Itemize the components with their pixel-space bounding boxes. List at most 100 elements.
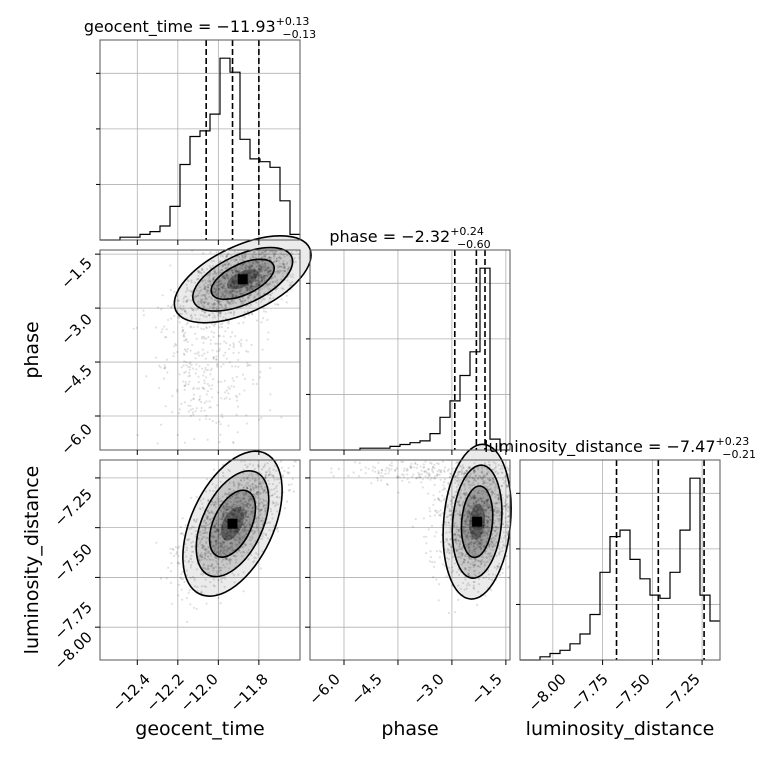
scatter-point bbox=[283, 269, 286, 272]
scatter-point bbox=[214, 291, 217, 294]
scatter-point bbox=[457, 529, 460, 532]
scatter-point bbox=[201, 547, 204, 550]
scatter-point bbox=[211, 322, 214, 325]
scatter-point bbox=[232, 293, 235, 297]
scatter-point bbox=[483, 482, 486, 485]
scatter-point bbox=[220, 380, 223, 383]
scatter-point bbox=[242, 300, 245, 303]
scatter-point bbox=[484, 523, 487, 526]
scatter-point bbox=[251, 288, 254, 291]
scatter-point bbox=[530, 528, 532, 530]
scatter-point bbox=[221, 286, 224, 289]
scatter-point bbox=[266, 274, 269, 277]
scatter-point bbox=[425, 471, 428, 475]
scatter-point bbox=[201, 294, 205, 297]
scatter-point bbox=[458, 540, 461, 543]
scatter-point bbox=[478, 502, 481, 505]
scatter-point bbox=[481, 524, 485, 527]
scatter-point bbox=[194, 521, 197, 524]
scatter-point bbox=[224, 294, 227, 297]
scatter-point bbox=[196, 518, 199, 521]
scatter-point bbox=[195, 317, 198, 320]
scatter-point bbox=[495, 528, 498, 531]
scatter-point bbox=[241, 263, 244, 266]
scatter-point bbox=[216, 546, 219, 550]
scatter-point bbox=[446, 539, 449, 543]
scatter-point bbox=[171, 547, 174, 551]
scatter-point bbox=[211, 273, 215, 276]
scatter-point bbox=[467, 523, 470, 526]
scatter-point bbox=[447, 566, 450, 570]
scatter-point bbox=[255, 273, 258, 276]
scatter-point bbox=[481, 508, 484, 511]
scatter-point bbox=[224, 514, 227, 517]
scatter-point bbox=[230, 537, 233, 541]
scatter-point bbox=[220, 283, 223, 286]
histograms bbox=[100, 57, 720, 661]
scatter-point bbox=[251, 545, 254, 548]
scatter-point bbox=[222, 532, 226, 535]
scatter-point bbox=[423, 470, 426, 473]
scatter-point bbox=[226, 549, 229, 552]
scatter-point bbox=[212, 378, 215, 381]
scatter-point bbox=[222, 514, 225, 518]
scatter-point bbox=[455, 509, 458, 512]
scatter-point bbox=[485, 532, 489, 535]
scatter-point bbox=[192, 326, 195, 329]
tick-label-y1-2: −3.0 bbox=[57, 310, 95, 348]
quantile-lines bbox=[205, 40, 705, 660]
scatter-point bbox=[483, 524, 487, 527]
scatter-point bbox=[206, 290, 209, 293]
scatter-point bbox=[216, 281, 219, 284]
scatter-point bbox=[294, 460, 297, 463]
scatter-point bbox=[380, 471, 383, 474]
scatter-point bbox=[184, 349, 187, 352]
scatter-point bbox=[264, 499, 267, 502]
scatter-point bbox=[242, 297, 245, 300]
scatter-point bbox=[271, 276, 275, 279]
scatter-point bbox=[257, 283, 261, 286]
scatter-point bbox=[472, 503, 475, 506]
scatter-point bbox=[234, 269, 237, 272]
scatter-point bbox=[472, 532, 475, 535]
scatter-point bbox=[269, 250, 273, 253]
scatter-point bbox=[482, 526, 486, 529]
scatter-point bbox=[245, 519, 248, 522]
scatter-point bbox=[498, 517, 501, 520]
scatter-point bbox=[487, 498, 490, 501]
scatter-point bbox=[211, 304, 214, 307]
scatter-point bbox=[239, 479, 242, 482]
scatter-point bbox=[253, 531, 256, 535]
scatter-point bbox=[210, 531, 213, 534]
scatter-point bbox=[206, 568, 209, 571]
scatter-point bbox=[474, 527, 477, 530]
scatter-point bbox=[227, 547, 230, 550]
scatter-point bbox=[233, 535, 236, 538]
scatter-point bbox=[237, 496, 240, 499]
scatter-point bbox=[177, 316, 181, 319]
scatter-point bbox=[257, 496, 260, 499]
scatter-point bbox=[477, 513, 480, 516]
scatter-point bbox=[201, 546, 204, 549]
scatter-point bbox=[455, 475, 458, 478]
scatter-point bbox=[212, 584, 215, 587]
scatter-point bbox=[433, 565, 436, 569]
scatter-point bbox=[250, 286, 253, 289]
scatter-point bbox=[201, 537, 204, 541]
scatter-point bbox=[476, 510, 479, 513]
scatter-point bbox=[437, 462, 440, 466]
scatter-point bbox=[243, 266, 247, 269]
scatter-point bbox=[278, 255, 281, 258]
scatter-point bbox=[468, 495, 471, 498]
scatter-point bbox=[227, 277, 230, 280]
scatter-point bbox=[245, 268, 248, 271]
scatter-point bbox=[485, 525, 488, 528]
scatter-point bbox=[202, 374, 205, 377]
scatter-point bbox=[278, 269, 281, 272]
scatter-point bbox=[228, 344, 231, 347]
scatter-point bbox=[482, 556, 485, 559]
scatter-point bbox=[472, 497, 475, 500]
scatter-point bbox=[242, 550, 245, 554]
scatter-point bbox=[200, 590, 203, 593]
scatter-point bbox=[209, 282, 212, 285]
